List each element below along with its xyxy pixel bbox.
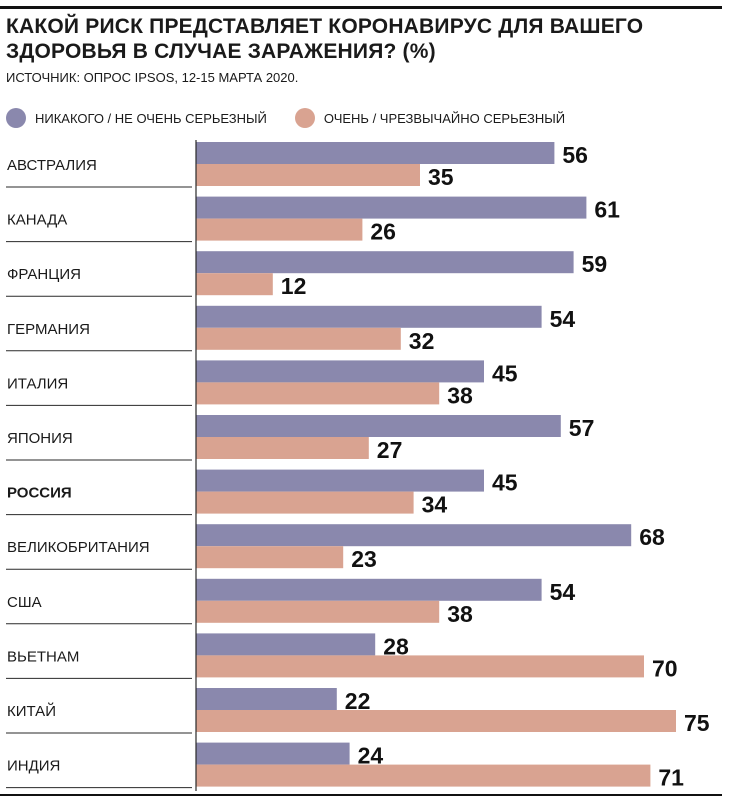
bar-series-2 xyxy=(196,327,401,350)
category-label: КАНАДА xyxy=(7,212,67,229)
category-label: США xyxy=(7,594,42,611)
category-label: ФРАНЦИЯ xyxy=(7,266,81,283)
category-label: КИТАЙ xyxy=(7,702,56,720)
data-label-series-1: 24 xyxy=(358,743,384,769)
data-label-series-2: 12 xyxy=(281,273,307,299)
data-label-series-2: 38 xyxy=(447,382,473,408)
bar-series-2 xyxy=(196,600,440,623)
category-label: ИТАЛИЯ xyxy=(7,375,68,392)
data-label-series-1: 54 xyxy=(550,306,576,332)
legend-label-series-2: ОЧЕНЬ / ЧРЕЗВЫЧАЙНО СЕРЬЕЗНЫЙ xyxy=(323,110,566,126)
category-label: ВЬЕТНАМ xyxy=(7,648,79,665)
bar-series-1 xyxy=(196,415,561,437)
data-label-series-2: 32 xyxy=(409,328,435,354)
legend-item-series-1: НИКАКОГО / НЕ ОЧЕНЬ СЕРЬЕЗНЫЙ xyxy=(6,108,267,128)
legend-label-series-1: НИКАКОГО / НЕ ОЧЕНЬ СЕРЬЕЗНЫЙ xyxy=(35,110,267,126)
data-label-series-1: 28 xyxy=(383,633,409,659)
bar-series-2 xyxy=(196,382,440,405)
category-label: ГЕРМАНИЯ xyxy=(7,321,90,338)
bar-series-2 xyxy=(196,273,273,296)
chart-title: КАКОЙ РИСК ПРЕДСТАВЛЯЕТ КОРОНАВИРУС ДЛЯ … xyxy=(6,15,644,63)
data-label-series-1: 57 xyxy=(569,415,595,441)
data-label-series-2: 23 xyxy=(351,546,377,572)
category-label: ЯПОНИЯ xyxy=(7,430,73,447)
bar-series-2 xyxy=(196,218,363,241)
data-label-series-2: 34 xyxy=(422,492,448,518)
bar-series-1 xyxy=(196,633,376,656)
bar-series-2 xyxy=(196,710,676,732)
category-label: АВСТРАЛИЯ xyxy=(7,157,97,174)
bar-series-1 xyxy=(196,142,555,164)
data-label-series-2: 26 xyxy=(370,219,396,245)
chart-source: ИСТОЧНИК: ОПРОС IPSOS, 12-15 МАРТА 2020. xyxy=(6,70,299,85)
bar-series-1 xyxy=(196,251,574,274)
data-label-series-2: 71 xyxy=(658,765,684,791)
legend: НИКАКОГО / НЕ ОЧЕНЬ СЕРЬЕЗНЫЙ ОЧЕНЬ / ЧР… xyxy=(6,106,565,130)
bar-series-2 xyxy=(196,164,420,186)
category-label: РОССИЯ xyxy=(7,485,72,502)
data-label-series-1: 45 xyxy=(492,470,518,496)
bar-series-2 xyxy=(196,546,344,569)
bar-series-2 xyxy=(196,491,414,514)
bar-series-2 xyxy=(196,655,644,678)
bar-series-1 xyxy=(196,742,350,765)
data-label-series-1: 54 xyxy=(550,579,576,605)
data-label-series-2: 70 xyxy=(652,655,678,681)
data-label-series-2: 75 xyxy=(684,710,710,736)
bar-series-2 xyxy=(196,437,369,459)
data-label-series-1: 61 xyxy=(594,197,620,223)
data-label-series-2: 27 xyxy=(377,437,403,463)
category-label: ВЕЛИКОБРИТАНИЯ xyxy=(7,539,150,556)
data-label-series-2: 35 xyxy=(428,164,454,190)
data-label-series-1: 22 xyxy=(345,688,371,714)
bar-series-1 xyxy=(196,578,542,601)
bar-series-1 xyxy=(196,305,542,328)
bar-series-1 xyxy=(196,196,587,219)
data-label-series-1: 59 xyxy=(582,251,608,277)
legend-swatch-series-1 xyxy=(6,108,26,128)
data-label-series-2: 38 xyxy=(447,601,473,627)
bar-series-2 xyxy=(196,764,651,787)
legend-swatch-series-2 xyxy=(294,108,315,128)
bar-series-1 xyxy=(196,360,484,383)
bar-series-1 xyxy=(196,524,632,547)
bar-series-1 xyxy=(196,469,484,492)
bar-series-1 xyxy=(196,688,337,710)
top-rule xyxy=(0,6,722,9)
data-label-series-1: 68 xyxy=(639,524,665,550)
legend-item-series-2: ОЧЕНЬ / ЧРЕЗВЫЧАЙНО СЕРЬЕЗНЫЙ xyxy=(294,108,566,128)
data-label-series-1: 45 xyxy=(492,360,518,386)
data-label-series-1: 56 xyxy=(562,142,588,168)
category-label: ИНДИЯ xyxy=(7,758,60,775)
